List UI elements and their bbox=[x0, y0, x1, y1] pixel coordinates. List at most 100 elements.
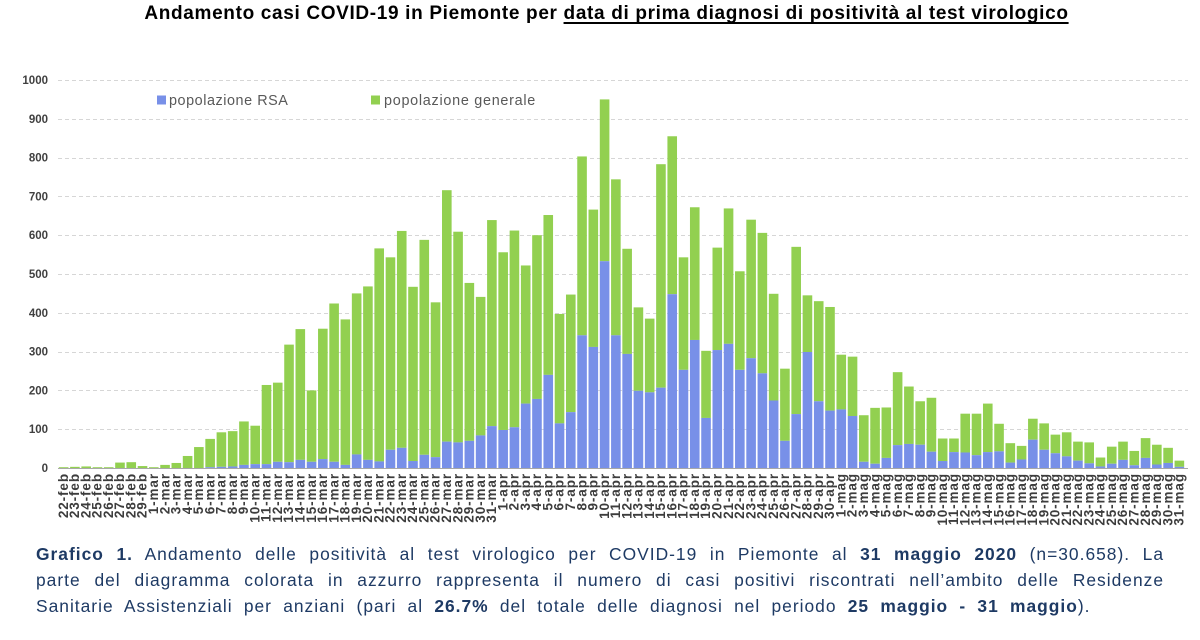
svg-text:17-mar: 17-mar bbox=[326, 473, 341, 523]
svg-text:popolazione generale: popolazione generale bbox=[384, 93, 536, 109]
svg-text:4-mag: 4-mag bbox=[867, 473, 882, 517]
svg-text:8-mag: 8-mag bbox=[912, 473, 927, 517]
svg-text:19-apr: 19-apr bbox=[698, 473, 713, 519]
svg-text:500: 500 bbox=[29, 269, 48, 281]
svg-text:22-mag: 22-mag bbox=[1070, 473, 1085, 526]
svg-text:7-mag: 7-mag bbox=[901, 473, 916, 517]
svg-text:4-mar: 4-mar bbox=[180, 473, 195, 514]
svg-text:8-apr: 8-apr bbox=[574, 473, 589, 511]
svg-text:27-apr: 27-apr bbox=[788, 473, 803, 519]
svg-text:16-mar: 16-mar bbox=[315, 473, 330, 523]
svg-text:6-mag: 6-mag bbox=[890, 473, 905, 517]
svg-text:12-mar: 12-mar bbox=[270, 473, 285, 523]
svg-text:11-mag: 11-mag bbox=[946, 473, 961, 525]
svg-text:10-mar: 10-mar bbox=[247, 473, 262, 523]
svg-text:800: 800 bbox=[29, 153, 48, 165]
svg-text:26-mag: 26-mag bbox=[1115, 473, 1130, 526]
svg-text:6-apr: 6-apr bbox=[552, 473, 567, 511]
svg-text:5-mag: 5-mag bbox=[879, 473, 894, 517]
svg-text:18-apr: 18-apr bbox=[687, 473, 702, 519]
svg-text:3-apr: 3-apr bbox=[518, 473, 533, 511]
svg-text:300: 300 bbox=[29, 347, 48, 359]
svg-text:14-mag: 14-mag bbox=[980, 473, 995, 526]
svg-text:17-apr: 17-apr bbox=[676, 473, 691, 519]
svg-text:19-mar: 19-mar bbox=[349, 473, 364, 523]
svg-text:1-mar: 1-mar bbox=[146, 473, 161, 514]
svg-text:14-apr: 14-apr bbox=[642, 473, 657, 519]
svg-text:27-feb: 27-feb bbox=[112, 473, 127, 518]
svg-text:25-mar: 25-mar bbox=[416, 473, 431, 523]
svg-text:26-mar: 26-mar bbox=[428, 473, 443, 523]
svg-text:30-mag: 30-mag bbox=[1160, 473, 1175, 526]
svg-text:28-feb: 28-feb bbox=[123, 473, 138, 518]
svg-text:popolazione RSA: popolazione RSA bbox=[169, 93, 288, 109]
svg-text:9-mag: 9-mag bbox=[924, 473, 939, 517]
svg-text:25-feb: 25-feb bbox=[90, 473, 105, 518]
svg-text:2-mag: 2-mag bbox=[845, 473, 860, 517]
svg-text:13-mar: 13-mar bbox=[281, 473, 296, 523]
svg-text:11-apr: 11-apr bbox=[608, 473, 623, 518]
svg-text:700: 700 bbox=[29, 191, 48, 203]
svg-text:24-mar: 24-mar bbox=[405, 473, 420, 523]
svg-text:30-apr: 30-apr bbox=[822, 473, 837, 519]
svg-text:1-mag: 1-mag bbox=[833, 473, 848, 517]
svg-text:14-mar: 14-mar bbox=[293, 473, 308, 523]
svg-text:0: 0 bbox=[42, 463, 48, 475]
svg-text:28-mar: 28-mar bbox=[450, 473, 465, 523]
svg-text:15-apr: 15-apr bbox=[653, 473, 668, 519]
svg-text:12-mag: 12-mag bbox=[957, 473, 972, 526]
svg-text:23-feb: 23-feb bbox=[67, 473, 82, 518]
svg-text:26-feb: 26-feb bbox=[101, 473, 116, 518]
svg-text:100: 100 bbox=[29, 424, 48, 436]
svg-text:28-apr: 28-apr bbox=[800, 473, 815, 519]
svg-text:5-apr: 5-apr bbox=[540, 473, 555, 511]
svg-text:23-mag: 23-mag bbox=[1081, 473, 1096, 526]
svg-text:23-apr: 23-apr bbox=[743, 473, 758, 519]
svg-text:12-apr: 12-apr bbox=[619, 473, 634, 519]
svg-text:29-mar: 29-mar bbox=[462, 473, 477, 523]
svg-text:24-feb: 24-feb bbox=[78, 473, 93, 518]
svg-text:19-mag: 19-mag bbox=[1036, 473, 1051, 526]
svg-text:10-apr: 10-apr bbox=[597, 473, 612, 519]
svg-text:25-mag: 25-mag bbox=[1104, 473, 1119, 526]
svg-text:26-apr: 26-apr bbox=[777, 473, 792, 519]
svg-text:18-mar: 18-mar bbox=[338, 473, 353, 523]
svg-text:15-mag: 15-mag bbox=[991, 473, 1006, 526]
svg-text:1000: 1000 bbox=[22, 75, 48, 87]
svg-text:22-apr: 22-apr bbox=[732, 473, 747, 519]
svg-text:15-mar: 15-mar bbox=[304, 473, 319, 523]
svg-text:200: 200 bbox=[29, 385, 48, 397]
svg-text:9-mar: 9-mar bbox=[236, 473, 251, 514]
svg-text:16-mag: 16-mag bbox=[1003, 473, 1018, 526]
svg-text:3-mag: 3-mag bbox=[856, 473, 871, 517]
svg-text:22-feb: 22-feb bbox=[56, 473, 71, 518]
svg-text:5-mar: 5-mar bbox=[191, 473, 206, 514]
svg-text:3-mar: 3-mar bbox=[169, 473, 184, 514]
svg-text:18-mag: 18-mag bbox=[1025, 473, 1040, 526]
svg-text:31-mar: 31-mar bbox=[484, 473, 499, 523]
svg-text:29-feb: 29-feb bbox=[135, 473, 150, 518]
svg-text:900: 900 bbox=[29, 114, 48, 126]
svg-text:17-mag: 17-mag bbox=[1014, 473, 1029, 526]
svg-text:29-apr: 29-apr bbox=[811, 473, 826, 519]
svg-text:2-mar: 2-mar bbox=[157, 473, 172, 514]
svg-text:600: 600 bbox=[29, 230, 48, 242]
svg-text:20-mar: 20-mar bbox=[360, 473, 375, 523]
svg-text:16-apr: 16-apr bbox=[664, 473, 679, 519]
svg-text:25-apr: 25-apr bbox=[766, 473, 781, 519]
svg-text:27-mag: 27-mag bbox=[1126, 473, 1141, 526]
svg-text:24-apr: 24-apr bbox=[755, 473, 770, 519]
svg-text:20-apr: 20-apr bbox=[710, 473, 725, 519]
svg-text:24-mag: 24-mag bbox=[1093, 473, 1108, 526]
svg-text:21-mar: 21-mar bbox=[371, 473, 386, 523]
svg-text:7-mar: 7-mar bbox=[214, 473, 229, 514]
svg-text:28-mag: 28-mag bbox=[1138, 473, 1153, 526]
svg-text:13-apr: 13-apr bbox=[631, 473, 646, 519]
svg-text:23-mar: 23-mar bbox=[394, 473, 409, 523]
svg-text:7-apr: 7-apr bbox=[563, 473, 578, 511]
svg-text:13-mag: 13-mag bbox=[969, 473, 984, 526]
svg-text:6-mar: 6-mar bbox=[202, 473, 217, 514]
svg-text:9-apr: 9-apr bbox=[586, 473, 601, 511]
svg-text:30-mar: 30-mar bbox=[473, 473, 488, 523]
svg-text:8-mar: 8-mar bbox=[225, 473, 240, 514]
